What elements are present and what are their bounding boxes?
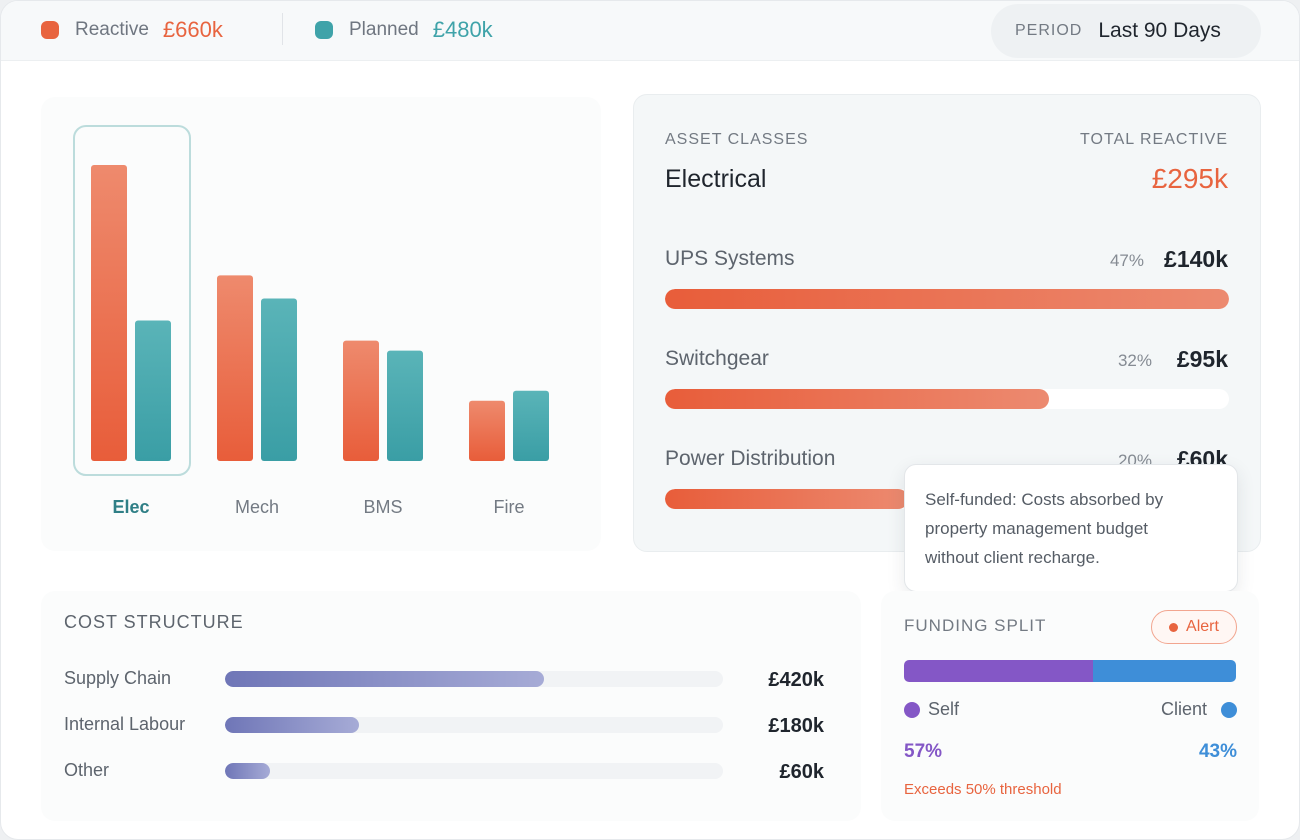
funding-split-bar[interactable] bbox=[904, 660, 1236, 682]
cost-row-name: Internal Labour bbox=[64, 714, 186, 734]
header-divider bbox=[282, 13, 283, 45]
cost-structure-card: COST STRUCTURE Supply Chain £420k Intern… bbox=[41, 591, 861, 821]
bar-chart-card: Elec Mech BMS Fire bbox=[41, 97, 601, 551]
asset-row-fill bbox=[665, 389, 1049, 409]
legend-planned[interactable]: Planned £480k bbox=[315, 17, 493, 42]
split-client-segment[interactable] bbox=[1093, 660, 1236, 682]
category-label-bms[interactable]: BMS bbox=[363, 497, 402, 517]
total-reactive-label: TOTAL REACTIVE bbox=[1080, 131, 1228, 148]
self-percent: 57% bbox=[904, 741, 943, 762]
period-label: PERIOD bbox=[1015, 22, 1083, 39]
threshold-warning: Exceeds 50% threshold bbox=[904, 781, 1062, 798]
legend-reactive[interactable]: Reactive £660k bbox=[41, 17, 223, 42]
asset-row-value: £95k bbox=[1176, 346, 1228, 372]
cost-row-bar[interactable] bbox=[225, 763, 723, 779]
cost-row-bar[interactable] bbox=[225, 671, 723, 687]
legend-planned-label: Planned bbox=[349, 19, 419, 40]
cost-row-value: £60k bbox=[779, 761, 825, 783]
cost-row-bar[interactable] bbox=[225, 717, 723, 733]
asset-row-name: Power Distribution bbox=[665, 447, 836, 470]
total-reactive-value: £295k bbox=[1151, 163, 1228, 194]
bar-bms-planned[interactable] bbox=[387, 350, 423, 461]
selected-category-highlight bbox=[73, 125, 191, 476]
cost-row-name: Other bbox=[64, 760, 110, 780]
asset-row-percent: 47% bbox=[1109, 251, 1144, 270]
planned-swatch-icon bbox=[315, 21, 333, 39]
asset-row-percent: 32% bbox=[1117, 351, 1152, 370]
cost-row-fill bbox=[225, 671, 544, 687]
asset-row-name: Switchgear bbox=[665, 347, 769, 370]
category-label-elec[interactable]: Elec bbox=[112, 497, 149, 517]
bar-fire-planned[interactable] bbox=[513, 390, 549, 461]
tooltip-line: without client recharge. bbox=[925, 548, 1100, 567]
tooltip-line: property management budget bbox=[925, 519, 1149, 538]
asset-row-fill bbox=[665, 289, 1229, 309]
alert-badge-label: Alert bbox=[1186, 618, 1219, 635]
asset-row-bar[interactable] bbox=[665, 389, 1229, 409]
bar-bms-reactive[interactable] bbox=[343, 340, 379, 461]
asset-row-bar[interactable] bbox=[665, 289, 1229, 309]
legend-planned-value: £480k bbox=[432, 17, 493, 42]
bar-elec-planned[interactable] bbox=[135, 320, 171, 461]
self-label: Self bbox=[928, 699, 960, 719]
asset-row-value: £140k bbox=[1164, 246, 1228, 272]
cost-row-value: £420k bbox=[768, 669, 824, 691]
bar-elec-reactive[interactable] bbox=[91, 165, 127, 461]
alert-badge[interactable]: Alert bbox=[1151, 610, 1237, 644]
self-legend: Self bbox=[904, 699, 959, 720]
self-dot-icon bbox=[904, 701, 920, 718]
legend-reactive-label: Reactive bbox=[75, 19, 149, 40]
cost-row-value: £180k bbox=[768, 715, 824, 737]
bar-chart: Elec Mech BMS Fire bbox=[73, 125, 549, 517]
asset-row-fill bbox=[665, 489, 908, 509]
header-bar: Reactive £660k Planned £480k PERIOD Last… bbox=[1, 1, 1299, 61]
category-label-fire[interactable]: Fire bbox=[494, 497, 525, 517]
funding-split-title: FUNDING SPLIT bbox=[904, 616, 1047, 635]
cost-row-fill bbox=[225, 763, 270, 779]
cost-row-name: Supply Chain bbox=[64, 668, 172, 688]
bar-fire-reactive[interactable] bbox=[469, 400, 505, 461]
tooltip-line: Self-funded: Costs absorbed by bbox=[925, 490, 1164, 509]
reactive-swatch-icon bbox=[41, 21, 59, 39]
legend-reactive-value: £660k bbox=[162, 17, 223, 42]
bar-mech-reactive[interactable] bbox=[217, 275, 253, 461]
bar-mech-planned[interactable] bbox=[261, 298, 297, 461]
cost-row-fill bbox=[225, 717, 360, 733]
asset-classes-label: ASSET CLASSES bbox=[665, 131, 809, 148]
category-label-mech[interactable]: Mech bbox=[235, 497, 279, 517]
funding-split-card: FUNDING SPLIT Alert Self Client 57% 43% … bbox=[881, 591, 1259, 821]
cost-structure-title: COST STRUCTURE bbox=[64, 612, 244, 632]
period-value: Last 90 Days bbox=[1098, 19, 1221, 42]
split-self-segment[interactable] bbox=[904, 660, 1094, 682]
asset-class-title: Electrical bbox=[665, 165, 767, 193]
period-selector[interactable]: PERIOD Last 90 Days bbox=[991, 4, 1261, 58]
self-funded-tooltip: Self-funded: Costs absorbed by property … bbox=[904, 464, 1238, 592]
client-dot-icon bbox=[1221, 701, 1237, 718]
asset-row-name: UPS Systems bbox=[665, 247, 795, 270]
alert-dot-icon bbox=[1169, 622, 1179, 632]
client-percent: 43% bbox=[1198, 741, 1237, 762]
client-legend: Client bbox=[1161, 699, 1237, 720]
client-label: Client bbox=[1160, 699, 1207, 719]
